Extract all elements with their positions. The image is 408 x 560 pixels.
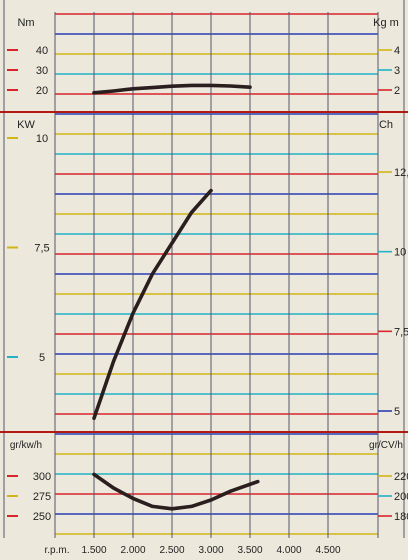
- right-tick-label: 3: [394, 65, 400, 77]
- panel-dividers: [0, 111, 408, 433]
- vertical-grid-lines: [3, 0, 405, 538]
- power-curve: [92, 188, 213, 421]
- right-tick-label: 200: [394, 491, 408, 503]
- axis-labels: Nm Kg m 40 30 20 4 3 2 KW Ch 10 7,5 5 12,5 10 7,5 5 gr/kw…: [7, 17, 408, 556]
- right-tick-label: 2: [394, 85, 400, 97]
- right-tick-label: 4: [394, 45, 400, 57]
- right-tick-label: 5: [394, 406, 400, 418]
- right-tick-label: 7,5: [394, 326, 408, 338]
- right-tick-label: 10: [394, 247, 406, 259]
- left-tick-label: 275: [33, 491, 51, 503]
- left-tick-label: 300: [33, 471, 51, 483]
- x-axis-label: r.p.m.: [44, 545, 69, 556]
- left-tick-label: 30: [36, 65, 48, 77]
- right-tick-label: 180: [394, 511, 408, 523]
- left-tick-label: 10: [36, 133, 48, 145]
- x-tick-label: 1.500: [81, 545, 106, 556]
- left-tick-label: 250: [33, 511, 51, 523]
- right-unit-label: gr/CV/h: [369, 440, 403, 451]
- left-tick-label: 40: [36, 45, 48, 57]
- left-tick-label: 20: [36, 85, 48, 97]
- x-tick-label: 3.000: [198, 545, 223, 556]
- consumption-curve: [92, 472, 260, 511]
- x-tick-label: 2.500: [159, 545, 184, 556]
- x-tick-label: 2.000: [120, 545, 145, 556]
- right-unit-label: Kg m: [373, 17, 399, 29]
- left-unit-label: Nm: [17, 17, 34, 29]
- right-tick-label: 220: [394, 471, 408, 483]
- left-unit-label: KW: [17, 119, 35, 131]
- left-tick-label: 7,5: [34, 243, 49, 255]
- left-tick-label: 5: [39, 352, 45, 364]
- x-tick-label: 3.500: [237, 545, 262, 556]
- x-tick-label: 4.500: [315, 545, 340, 556]
- torque-curve: [92, 83, 252, 95]
- performance-curves: [92, 83, 260, 511]
- right-unit-label: Ch: [379, 119, 393, 131]
- right-tick-label: 12,5: [394, 167, 408, 179]
- horizontal-grid-lines: [55, 13, 378, 535]
- left-unit-label: gr/kw/h: [10, 440, 42, 451]
- x-tick-label: 4.000: [276, 545, 301, 556]
